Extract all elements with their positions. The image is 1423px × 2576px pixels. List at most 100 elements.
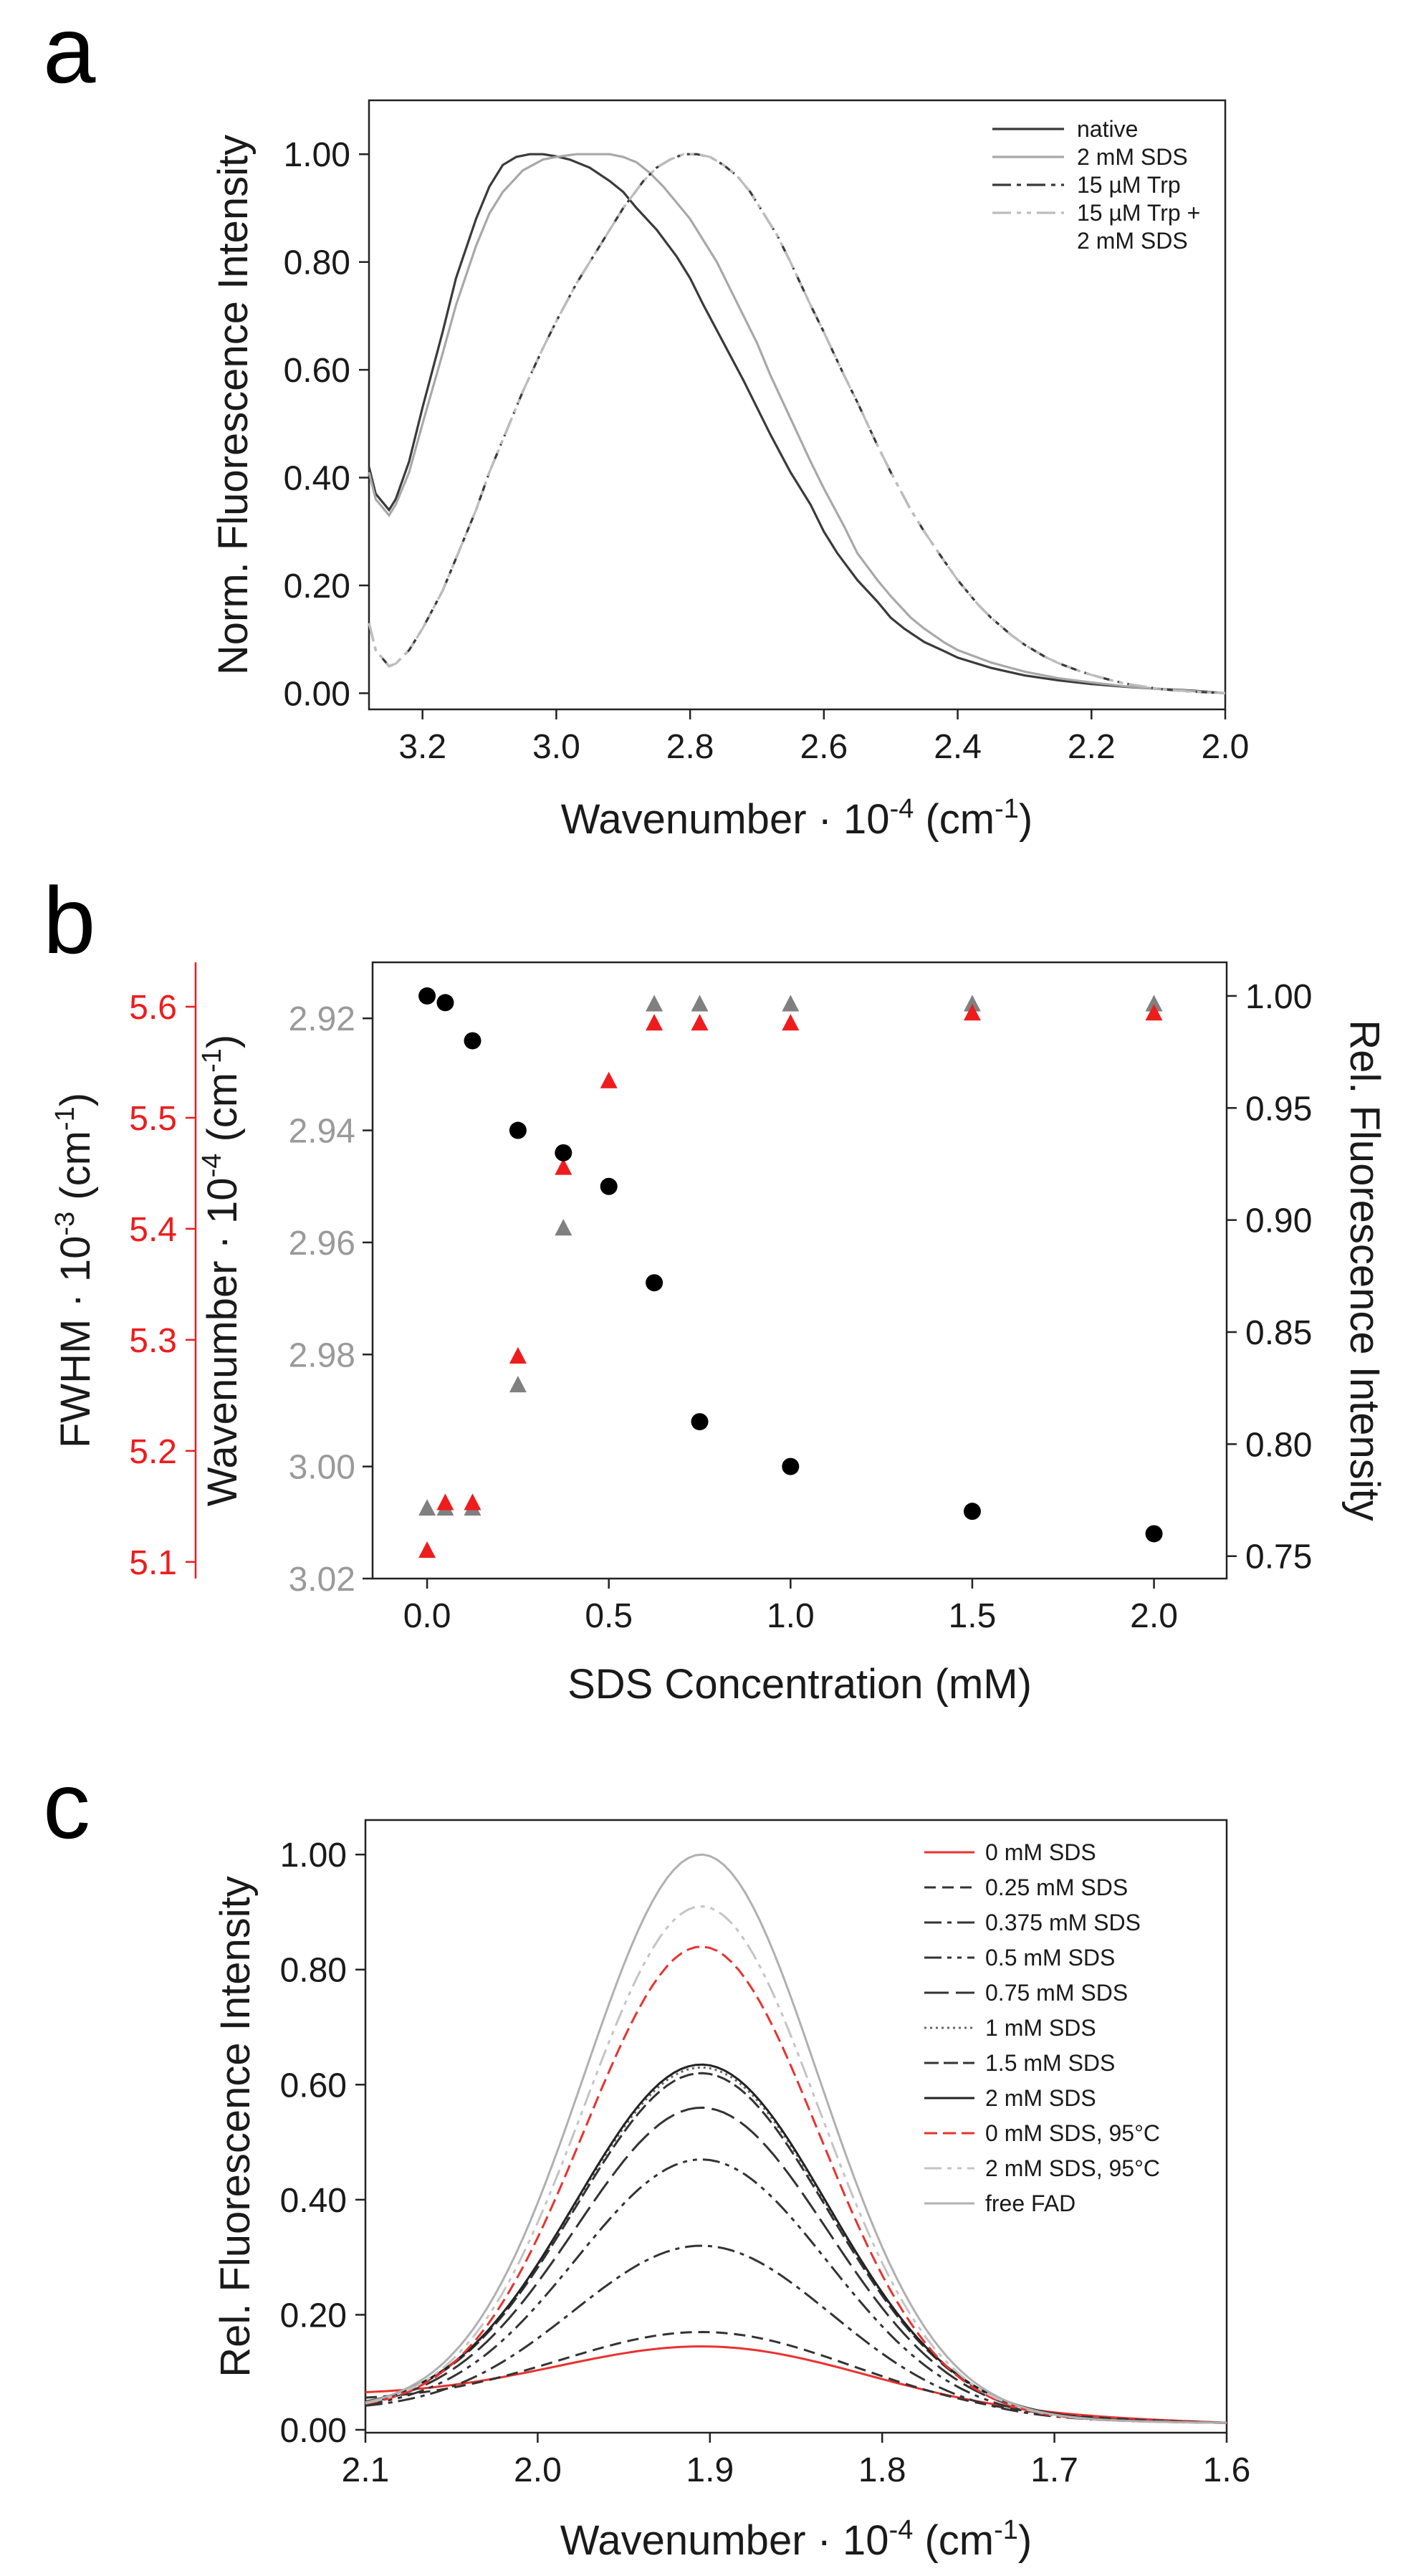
point-fwhm	[600, 1071, 618, 1088]
point-fwhm	[691, 1014, 709, 1031]
panel-c-y-ticks: 0.00 0.20 0.40 0.60 0.80 1.00	[280, 1837, 365, 2450]
point-fwhm	[646, 1014, 663, 1031]
panel-a-xlabel-sup: -4	[890, 794, 914, 824]
intensity-tick-label: 0.95	[1245, 1090, 1312, 1128]
panel-a-xlabel-unit-end: )	[1019, 796, 1032, 843]
legend-label: 15 µM Trp +	[1077, 200, 1200, 226]
point-wavenumber	[555, 1219, 572, 1236]
intensity-tick-label: 1.00	[1245, 978, 1312, 1016]
panel-letter-b: b	[43, 868, 95, 973]
point-fwhm	[1145, 1004, 1163, 1021]
panel-a-x-axis-label: Wavenumber · 10-4 (cm-1)	[561, 794, 1033, 843]
x-tick-label: 1.9	[686, 2451, 734, 2489]
legend-label: 0.375 mM SDS	[985, 1910, 1141, 1935]
x-tick-label: 1.0	[767, 1597, 815, 1635]
panel-a-y-axis-label: Norm. Fluorescence Intensity	[210, 135, 257, 675]
panel-c-xlabel-unit-sup: -1	[994, 2515, 1018, 2545]
legend-label: free FAD	[985, 2190, 1075, 2216]
panel-b-intensity-ticks: 0.75 0.80 0.85 0.90 0.95 1.00	[1227, 978, 1312, 1576]
panel-b-wavenumber-axis-label: Wavenumber · 10-4 (cm-1)	[197, 1035, 246, 1507]
fwhm-tick-label: 5.6	[129, 989, 177, 1027]
panel-c-xlabel-unit: (cm	[913, 2517, 994, 2564]
panel-b-plot-frame	[371, 961, 1228, 1580]
x-tick-label: 2.0	[514, 2451, 562, 2489]
point-intensity	[646, 1274, 663, 1292]
panel-b-intensity-axis-label: Rel. Fluorescence Intensity	[1341, 1020, 1388, 1521]
panel-b-x-ticks: 0.0 0.5 1.0 1.5 2.0	[403, 1579, 1178, 1635]
x-tick-label: 2.2	[1068, 728, 1116, 766]
x-tick-label: 0.0	[403, 1597, 451, 1635]
y-tick-label: 0.00	[284, 675, 350, 713]
legend-label: 1.5 mM SDS	[985, 2050, 1115, 2076]
legend-label: 0.75 mM SDS	[985, 1980, 1128, 2006]
point-fwhm	[509, 1346, 527, 1364]
legend-label: 2 mM SDS	[985, 2085, 1096, 2111]
panel-letter-c: c	[43, 1753, 90, 1858]
y-tick-label: 0.80	[280, 1952, 347, 1990]
series-line-0-mm-sds	[365, 2345, 1227, 2424]
x-tick-label: 2.0	[1202, 728, 1250, 766]
y-tick-label: 0.60	[284, 352, 350, 390]
series-line-2-mm-sds	[365, 2063, 1227, 2424]
x-tick-label: 2.0	[1130, 1597, 1178, 1635]
x-tick-label: 2.4	[934, 728, 982, 766]
wavenumber-tick-label: 2.94	[289, 1113, 355, 1151]
point-wavenumber	[782, 995, 800, 1012]
point-wavenumber	[418, 1499, 436, 1516]
y-tick-label: 0.20	[280, 2297, 347, 2335]
panel-b-data-points	[418, 987, 1163, 1558]
point-wavenumber	[1145, 995, 1163, 1012]
y-tick-label: 0.40	[284, 460, 350, 498]
y-tick-label: 0.00	[280, 2412, 347, 2450]
y-tick-label: 1.00	[280, 1837, 347, 1874]
panel-a-xlabel-main: Wavenumber · 10	[561, 796, 890, 843]
point-intensity	[1145, 1525, 1163, 1543]
legend-label: 0 mM SDS, 95°C	[985, 2120, 1160, 2146]
legend-label: 0.25 mM SDS	[985, 1874, 1128, 1900]
panel-letter-a: a	[43, 0, 96, 102]
x-tick-label: 3.2	[398, 728, 446, 766]
y-tick-label: 1.00	[284, 136, 350, 174]
panel-a-series-lines	[368, 153, 1226, 694]
panel-c-xlabel-main: Wavenumber · 10	[560, 2517, 889, 2564]
x-tick-label: 1.7	[1030, 2451, 1078, 2489]
wavenumber-tick-label: 2.92	[289, 1000, 355, 1038]
legend-label: 2 mM SDS	[1077, 144, 1188, 170]
fwhm-tick-label: 5.4	[129, 1211, 177, 1249]
point-fwhm	[555, 1158, 572, 1175]
panel-b-fwhm-ticks: 5.1 5.2 5.3 5.4 5.5 5.6	[129, 989, 196, 1582]
point-intensity	[555, 1144, 572, 1162]
point-intensity	[418, 987, 436, 1005]
point-wavenumber	[691, 995, 709, 1012]
panel-c-y-axis-label: Rel. Fluorescence Intensity	[212, 1876, 259, 2378]
panel-a-xlabel-unit: (cm	[914, 796, 995, 843]
x-tick-label: 2.8	[666, 728, 714, 766]
point-fwhm	[436, 1493, 454, 1510]
panel-c-series-lines	[365, 1853, 1227, 2424]
panel-b-wn-label-unit: (cm	[199, 1073, 246, 1154]
legend-label: 0 mM SDS	[985, 1839, 1096, 1865]
point-wavenumber	[963, 995, 981, 1012]
panel-b-fwhm-label-end: )	[52, 1093, 99, 1106]
wavenumber-tick-label: 2.98	[289, 1336, 355, 1374]
panel-b-wn-label-main: Wavenumber · 10	[199, 1177, 246, 1506]
panel-a-y-ticks: 0.00 0.20 0.40 0.60 0.80 1.00	[284, 136, 369, 713]
fwhm-tick-label: 5.3	[129, 1322, 177, 1360]
x-tick-label: 1.5	[949, 1597, 997, 1635]
point-intensity	[436, 994, 454, 1012]
point-intensity	[464, 1032, 481, 1050]
legend-label: 2 mM SDS	[1077, 228, 1188, 254]
series-line-15-m-trp-2-mm-sds	[368, 153, 1226, 694]
x-tick-label: 2.6	[800, 728, 848, 766]
point-fwhm	[418, 1541, 436, 1558]
panel-b-x-axis-label: SDS Concentration (mM)	[567, 1661, 1032, 1708]
y-tick-label: 0.20	[284, 568, 350, 605]
series-line-free-fad	[365, 1853, 1227, 2424]
panel-a-xlabel-unit-sup: -1	[995, 794, 1019, 824]
series-line-2-mm-sds	[368, 153, 1226, 694]
x-tick-label: 0.5	[585, 1597, 633, 1635]
y-tick-label: 0.40	[280, 2182, 347, 2220]
panel-c-x-axis-label: Wavenumber · 10-4 (cm-1)	[560, 2515, 1032, 2564]
